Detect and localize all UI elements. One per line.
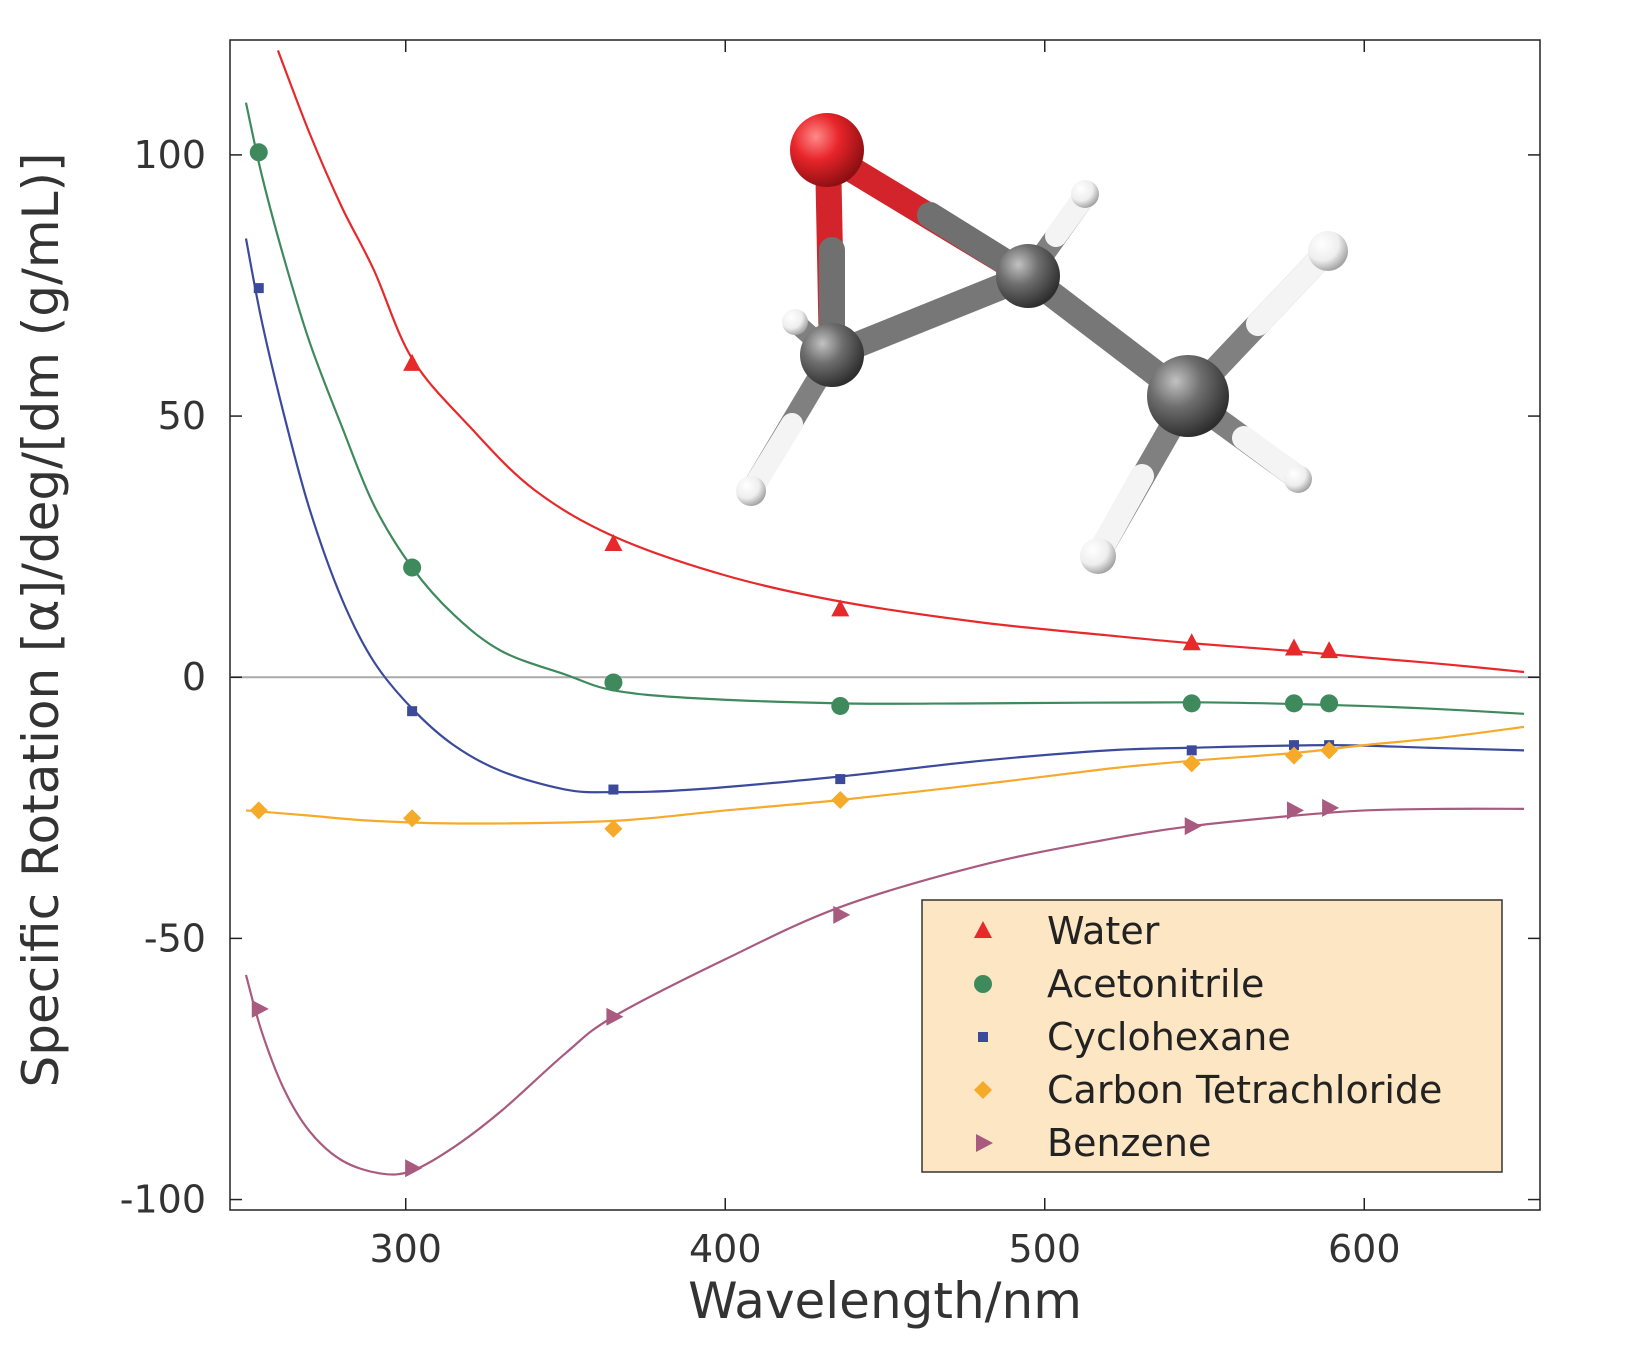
hydrogen-atom	[1284, 465, 1312, 493]
legend-item-water: Water	[974, 909, 1160, 953]
data-point-benzene	[405, 1159, 423, 1178]
legend-label-cyclohexane: Cyclohexane	[1047, 1015, 1291, 1059]
y-tick-label-100: 100	[133, 133, 206, 177]
data-point-acetonitrile	[403, 558, 422, 577]
y-tick-labels: -100 -50 0 50 100	[120, 133, 206, 1222]
legend-label-acetonitrile: Acetonitrile	[1047, 962, 1264, 1006]
data-point-carbon-tetrachloride	[831, 790, 850, 809]
data-point-cyclohexane	[253, 283, 264, 294]
data-point-acetonitrile	[604, 673, 623, 692]
legend-item-acetonitrile: Acetonitrile	[974, 962, 1264, 1006]
y-axis-title: Specific Rotation [α]/deg/[dm (g/mL)]	[12, 153, 70, 1088]
data-point-acetonitrile	[1320, 694, 1339, 713]
data-series	[244, 50, 1525, 1178]
fit-curve-carbon-tetrachloride	[245, 725, 1525, 825]
x-axis-title: Wavelength/nm	[688, 1272, 1082, 1330]
data-point-carbon-tetrachloride	[249, 801, 268, 820]
legend-marker-shape-benzene	[976, 1134, 993, 1152]
legend-label-benzene: Benzene	[1047, 1121, 1211, 1165]
carbon-atom	[1147, 355, 1229, 437]
data-point-water	[1182, 633, 1201, 651]
data-point-water	[831, 599, 850, 617]
legend-marker-shape-cyclohexane	[978, 1032, 988, 1042]
hydrogen-atom	[1071, 180, 1099, 208]
data-point-benzene	[1286, 801, 1304, 820]
data-point-carbon-tetrachloride	[1182, 754, 1201, 773]
carbon-atom	[996, 244, 1060, 308]
data-point-benzene	[606, 1007, 624, 1026]
y-tick-label-minus-100: -100	[120, 1178, 206, 1222]
series-carbon-tetrachloride	[245, 725, 1525, 838]
data-point-cyclohexane	[407, 706, 418, 717]
data-point-cyclohexane	[835, 774, 846, 785]
hydrogen-atom	[1308, 231, 1348, 271]
x-tick-label-400: 400	[689, 1227, 762, 1271]
molecule-inset	[736, 113, 1348, 574]
molecule-bonds	[740, 142, 1340, 567]
legend-marker-benzene	[976, 1134, 993, 1152]
data-point-water	[604, 534, 623, 552]
hydrogen-atom	[782, 309, 808, 335]
x-tick-label-300: 300	[369, 1227, 442, 1271]
legend-item-benzene: Benzene	[976, 1121, 1211, 1165]
x-tick-label-600: 600	[1328, 1227, 1401, 1271]
series-benzene	[244, 798, 1525, 1178]
data-point-carbon-tetrachloride	[1284, 746, 1303, 765]
data-point-benzene	[1322, 798, 1340, 817]
legend-item-cyclohexane: Cyclohexane	[978, 1015, 1291, 1059]
data-point-carbon-tetrachloride	[604, 819, 623, 838]
data-point-water	[1320, 641, 1339, 659]
series-water	[276, 50, 1525, 674]
fit-curve-benzene	[244, 807, 1525, 1176]
fit-curve-cyclohexane	[244, 238, 1525, 794]
legend-marker-shape-acetonitrile	[974, 975, 992, 993]
legend-marker-acetonitrile	[974, 975, 992, 993]
series-acetonitrile	[244, 102, 1525, 715]
x-tick-label-500: 500	[1008, 1227, 1081, 1271]
oxygen-atom	[790, 113, 864, 187]
legend-marker-cyclohexane	[978, 1032, 988, 1042]
data-point-acetonitrile	[1284, 694, 1303, 713]
data-point-benzene	[833, 905, 851, 924]
legend-marker-water	[974, 921, 992, 938]
data-point-water	[403, 353, 422, 371]
y-tick-label-minus-50: -50	[144, 916, 206, 960]
y-tick-label-0: 0	[182, 655, 206, 699]
x-tick-labels: 300 400 500 600	[369, 1227, 1400, 1271]
y-tick-label-50: 50	[158, 394, 206, 438]
molecule-atoms	[736, 113, 1348, 574]
legend-label-water: Water	[1047, 909, 1160, 953]
data-point-water	[1284, 638, 1303, 656]
data-point-carbon-tetrachloride	[403, 809, 422, 828]
data-point-carbon-tetrachloride	[1320, 741, 1339, 760]
data-point-benzene	[251, 999, 269, 1018]
legend: Water Acetonitrile Cyclohexane Carbon Te…	[921, 899, 1503, 1173]
data-point-cyclohexane	[608, 784, 619, 795]
data-point-cyclohexane	[1186, 745, 1197, 756]
legend-item-carbon-tetrachloride: Carbon Tetrachloride	[974, 1068, 1442, 1112]
legend-marker-shape-water	[974, 921, 992, 938]
legend-box	[921, 899, 1503, 1173]
legend-marker-carbon-tetrachloride	[974, 1081, 992, 1099]
data-point-acetonitrile	[1182, 694, 1201, 713]
hydrogen-atom	[736, 476, 766, 506]
data-point-cyclohexane	[1288, 740, 1299, 751]
legend-label-carbon-tetrachloride: Carbon Tetrachloride	[1047, 1068, 1442, 1112]
y-axis-ticks	[230, 154, 1540, 1201]
hydrogen-atom	[1080, 538, 1116, 574]
data-point-acetonitrile	[249, 143, 268, 162]
legend-marker-shape-carbon-tetrachloride	[974, 1081, 992, 1099]
data-point-acetonitrile	[831, 696, 850, 715]
carbon-atom	[800, 323, 864, 387]
data-point-benzene	[1184, 817, 1202, 836]
fit-curve-acetonitrile	[244, 102, 1525, 715]
x-axis-ticks	[404, 40, 1366, 1210]
